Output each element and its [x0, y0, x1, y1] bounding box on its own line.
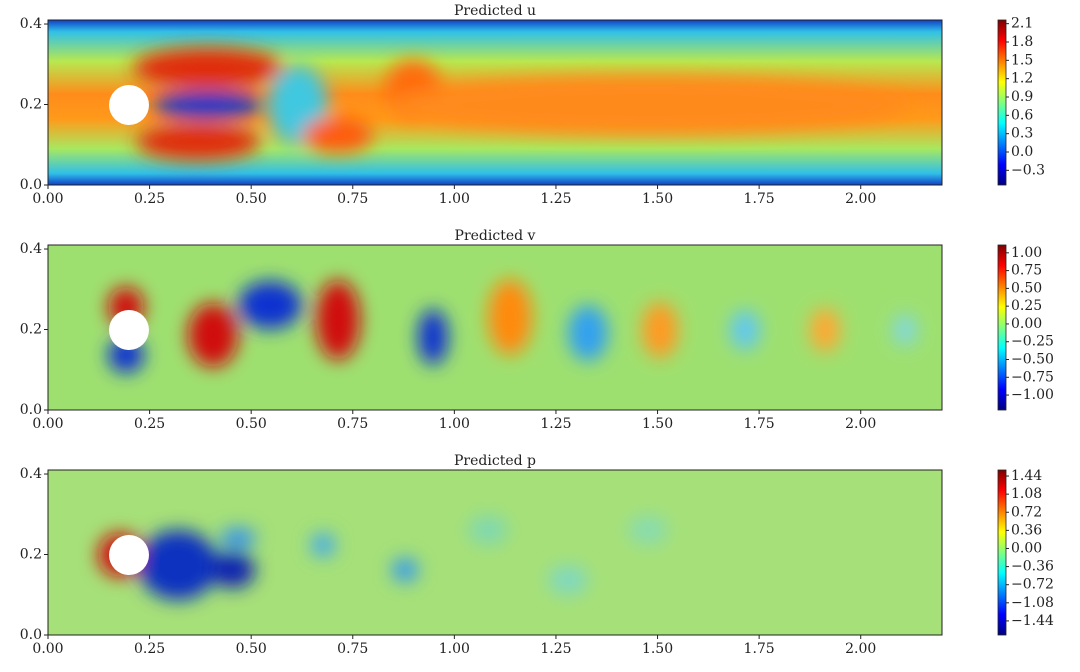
colorbar-tick-label: 0.0 — [1011, 144, 1033, 160]
field-v — [47, 244, 943, 411]
x-tick-label: 1.75 — [744, 191, 775, 207]
colorbar-tick-label: −0.25 — [1011, 334, 1054, 350]
y-tick-label: 0.2 — [20, 322, 42, 338]
field-p — [47, 469, 943, 636]
x-tick-label: 1.25 — [540, 641, 571, 657]
colorbar-tick-label: 1.08 — [1011, 486, 1042, 502]
x-tick-label: 2.00 — [845, 191, 876, 207]
colorbar-tick-label: −0.3 — [1011, 162, 1045, 178]
x-tick-label: 1.00 — [439, 641, 470, 657]
x-tick-label: 0.75 — [337, 416, 368, 432]
colorbar-tick-label: 0.00 — [1011, 316, 1042, 332]
y-tick-label: 0.2 — [20, 547, 42, 563]
x-tick-label: 1.00 — [439, 416, 470, 432]
y-tick-label: 0.0 — [20, 402, 42, 418]
y-tick-label: 0.4 — [20, 466, 42, 482]
colorbar-tick-label: 1.5 — [1011, 52, 1033, 68]
colorbar-tick-label: −0.75 — [1011, 369, 1054, 385]
x-tick-label: 0.00 — [32, 191, 63, 207]
colorbar — [997, 469, 1007, 636]
colorbar-tick-label: 0.75 — [1011, 263, 1042, 279]
colorbar-tick-label: 0.9 — [1011, 89, 1033, 105]
colorbar-tick-label: 0.50 — [1011, 280, 1042, 296]
x-tick-label: 1.50 — [642, 191, 673, 207]
y-tick-label: 0.4 — [20, 16, 42, 32]
x-tick-label: 1.25 — [540, 416, 571, 432]
x-tick-label: 2.00 — [845, 416, 876, 432]
colorbar-tick-label: 1.8 — [1011, 34, 1033, 50]
colorbar-tick-label: 0.72 — [1011, 504, 1042, 520]
y-tick-label: 0.0 — [20, 177, 42, 193]
colorbar-tick-label: 0.6 — [1011, 107, 1033, 123]
colorbar-tick-label: 0.36 — [1011, 522, 1042, 538]
colorbar-tick-label: −1.08 — [1011, 595, 1054, 611]
panel-title: Predicted p — [454, 453, 536, 469]
y-tick-label: 0.4 — [20, 241, 42, 257]
colorbar — [997, 19, 1007, 186]
colorbar-tick-label: −1.44 — [1011, 613, 1054, 629]
colorbar-tick-label: 0.25 — [1011, 298, 1042, 314]
x-tick-label: 0.75 — [337, 641, 368, 657]
x-tick-label: 1.50 — [642, 416, 673, 432]
x-tick-label: 0.50 — [236, 416, 267, 432]
x-tick-label: 1.25 — [540, 191, 571, 207]
field-u — [47, 19, 943, 186]
colorbar-tick-label: 0.00 — [1011, 540, 1042, 556]
x-tick-label: 0.50 — [236, 191, 267, 207]
x-tick-label: 0.50 — [236, 641, 267, 657]
x-tick-label: 2.00 — [845, 641, 876, 657]
x-tick-label: 0.25 — [134, 191, 165, 207]
colorbar-tick-label: 2.1 — [1011, 16, 1033, 32]
x-tick-label: 0.25 — [134, 641, 165, 657]
colorbar-tick-label: 1.2 — [1011, 71, 1033, 87]
colorbar-tick-label: −1.00 — [1011, 387, 1054, 403]
x-tick-label: 1.00 — [439, 191, 470, 207]
panel-title: Predicted u — [454, 3, 536, 19]
x-tick-label: 0.75 — [337, 191, 368, 207]
x-tick-label: 0.00 — [32, 641, 63, 657]
colorbar-tick-label: 0.3 — [1011, 126, 1033, 142]
colorbar-tick-label: −0.72 — [1011, 577, 1054, 593]
colorbar-tick-label: −0.50 — [1011, 352, 1054, 368]
x-tick-label: 0.25 — [134, 416, 165, 432]
x-tick-label: 1.50 — [642, 641, 673, 657]
y-tick-label: 0.0 — [20, 627, 42, 643]
y-tick-label: 0.2 — [20, 97, 42, 113]
colorbar — [997, 244, 1007, 411]
colorbar-tick-label: 1.00 — [1011, 245, 1042, 261]
colorbar-tick-label: 1.44 — [1011, 468, 1042, 484]
x-tick-label: 1.75 — [744, 641, 775, 657]
x-tick-label: 0.00 — [32, 416, 63, 432]
colorbar-tick-label: −0.36 — [1011, 559, 1054, 575]
panel-title: Predicted v — [455, 228, 536, 244]
x-tick-label: 1.75 — [744, 416, 775, 432]
